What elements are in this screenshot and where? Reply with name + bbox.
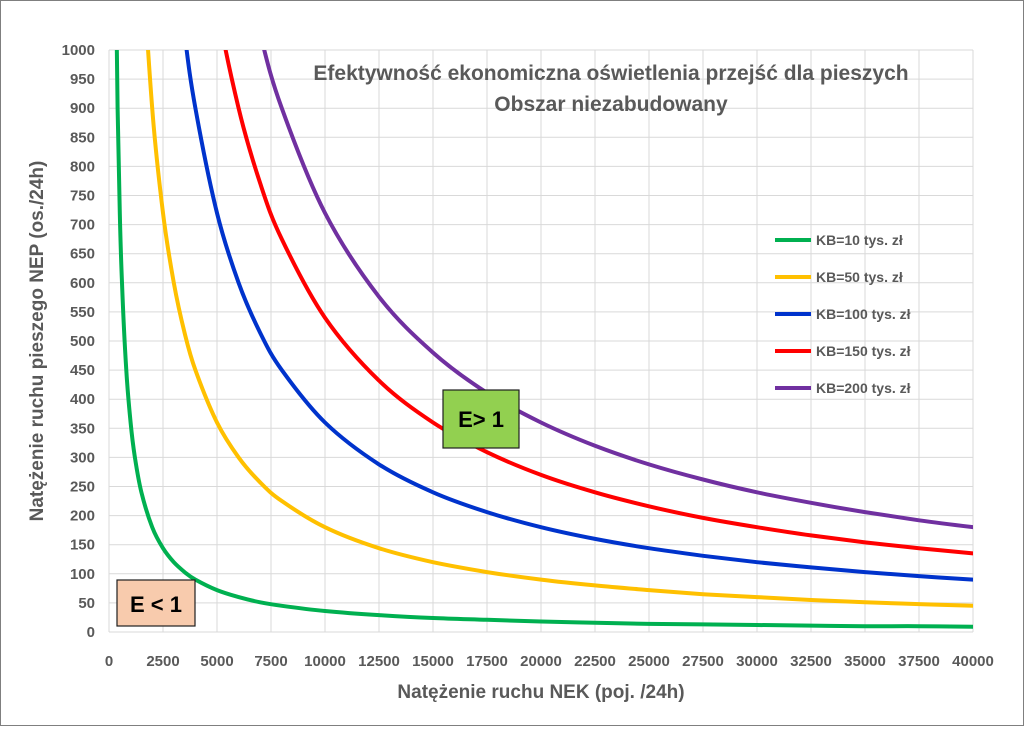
annotation-e-less-1: E < 1 <box>116 579 196 627</box>
y-tick-label: 800 <box>70 158 95 175</box>
series-lines <box>114 50 973 629</box>
y-tick-label: 950 <box>70 71 95 88</box>
x-tick-label: 30000 <box>736 653 778 670</box>
series-line-3 <box>184 50 973 582</box>
legend-label-3: KB=100 tys. zł <box>816 306 911 322</box>
x-tick-label: 10000 <box>304 653 346 670</box>
grid-lines <box>108 49 974 633</box>
y-tick-label: 600 <box>70 275 95 292</box>
y-tick-label: 500 <box>70 333 95 350</box>
y-tick-label: 400 <box>70 391 95 408</box>
y-tick-label: 200 <box>70 508 95 525</box>
y-tick-label: 1000 <box>62 42 95 59</box>
annotation-e-greater-1-box <box>442 389 520 449</box>
x-axis-ticks: 0 2500 5000 7500 10000 12500 15000 17500 20000 22… <box>105 653 994 670</box>
x-axis-title: Natężenie ruchu NEK (poj. /24h) <box>397 682 684 703</box>
legend-label-4: KB=150 tys. zł <box>816 343 911 359</box>
x-tick-label: 35000 <box>844 653 886 670</box>
annotation-e-greater-1: E> 1 <box>442 389 520 449</box>
annotation-e-greater-1-label: E> 1 <box>458 407 504 432</box>
x-tick-label: 17500 <box>466 653 508 670</box>
x-tick-label: 32500 <box>790 653 832 670</box>
y-axis-ticks: 0 50 100 150 200 250 300 350 400 450 500 550 600 650 7… <box>62 42 95 641</box>
legend: KB=10 tys. zł KB=50 tys. zł KB=100 tys. zł… <box>775 232 911 396</box>
y-tick-label: 350 <box>70 420 95 437</box>
y-tick-label: 150 <box>70 537 95 554</box>
legend-label-1: KB=10 tys. zł <box>816 232 903 248</box>
y-tick-label: 850 <box>70 129 95 146</box>
series-line-5 <box>262 50 973 530</box>
legend-label-5: KB=200 tys. zł <box>816 380 911 396</box>
x-tick-label: 20000 <box>520 653 562 670</box>
x-tick-label: 12500 <box>358 653 400 670</box>
y-tick-label: 450 <box>70 362 95 379</box>
series-line-2 <box>146 50 973 608</box>
y-tick-label: 900 <box>70 100 95 117</box>
annotation-e-less-1-label: E < 1 <box>130 592 182 617</box>
y-tick-label: 0 <box>87 624 95 641</box>
y-tick-label: 700 <box>70 217 95 234</box>
y-tick-label: 100 <box>70 566 95 583</box>
x-tick-label: 15000 <box>412 653 454 670</box>
legend-label-2: KB=50 tys. zł <box>816 269 903 285</box>
series-line-1 <box>114 50 973 629</box>
x-tick-label: 2500 <box>146 653 179 670</box>
y-tick-label: 550 <box>70 304 95 321</box>
y-axis-title: Natężenie ruchu pieszego NEP (os./24h) <box>27 161 48 522</box>
y-tick-label: 650 <box>70 246 95 263</box>
x-tick-label: 25000 <box>628 653 670 670</box>
chart-subtitle: Obszar niezabudowany <box>494 93 728 116</box>
series-line-4 <box>223 50 973 556</box>
chart-title: Efektywność ekonomiczna oświetlenia prze… <box>313 62 908 85</box>
x-tick-label: 37500 <box>898 653 940 670</box>
x-tick-label: 40000 <box>952 653 994 670</box>
x-tick-label: 0 <box>105 653 113 670</box>
annotation-e-less-1-box <box>116 579 196 627</box>
y-tick-label: 750 <box>70 188 95 205</box>
y-tick-label: 300 <box>70 449 95 466</box>
y-tick-label: 250 <box>70 479 95 496</box>
y-tick-label: 50 <box>78 595 95 612</box>
x-tick-label: 5000 <box>200 653 233 670</box>
x-tick-label: 7500 <box>254 653 287 670</box>
x-tick-label: 22500 <box>574 653 616 670</box>
x-tick-label: 27500 <box>682 653 724 670</box>
